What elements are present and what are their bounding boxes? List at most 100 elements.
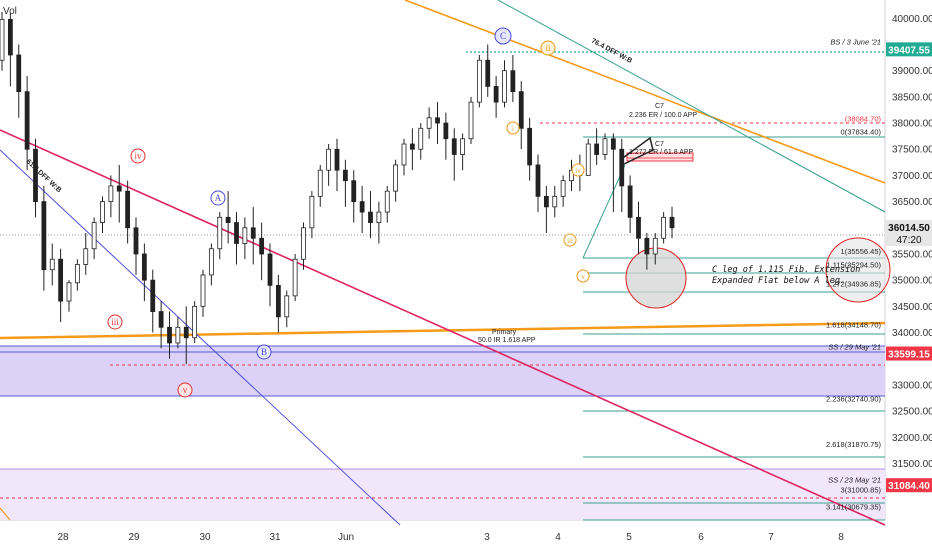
candle <box>376 201 382 244</box>
price-tick-label: 34000.00 <box>892 328 932 339</box>
candle <box>74 259 80 291</box>
candle <box>326 144 332 186</box>
candle <box>309 191 315 239</box>
level-label: 1.618(34148.70) <box>826 321 882 330</box>
candle-body <box>560 180 566 197</box>
candle <box>141 243 147 302</box>
candle <box>334 138 340 192</box>
svg-text:iv: iv <box>575 167 581 175</box>
candle <box>242 217 248 260</box>
time-tick-label: 28 <box>57 532 69 543</box>
time-tick-label: Jun <box>338 532 354 543</box>
candle-body <box>334 148 340 171</box>
candle <box>384 185 390 223</box>
candle-body <box>602 138 608 155</box>
candle-body <box>543 195 549 208</box>
wave-label: i <box>506 121 520 135</box>
svg-text:A: A <box>215 193 222 203</box>
candle <box>502 60 507 108</box>
support-zone-23-may <box>0 469 885 520</box>
candle-body <box>594 143 600 155</box>
candle <box>443 112 449 160</box>
target-circle-right <box>825 237 891 303</box>
candle-body <box>133 227 139 255</box>
trendline-orange-corner <box>0 507 11 521</box>
candle <box>652 233 658 265</box>
svg-text:i: i <box>512 125 514 133</box>
candle <box>627 175 633 234</box>
price-tick-label: 38500.00 <box>892 92 932 103</box>
trendline-blue-lower <box>0 149 401 526</box>
candle-body <box>435 117 440 124</box>
level-label: 2.236(32740.90) <box>826 394 882 403</box>
price-tick-label: 35500.00 <box>892 249 932 260</box>
time-tick-label: 3 <box>484 532 490 543</box>
candle <box>317 164 323 207</box>
candle <box>669 206 675 239</box>
wave-label: v <box>576 269 590 283</box>
candle-body <box>309 195 315 229</box>
candle <box>292 253 298 302</box>
candle-body <box>510 70 516 93</box>
candle <box>116 164 122 223</box>
time-tick-label: 5 <box>626 532 632 543</box>
svg-text:iii: iii <box>567 237 573 245</box>
candle-body <box>192 305 198 339</box>
note-line-2: Expanded Flat below A leg. <box>712 276 845 286</box>
candle <box>33 138 38 218</box>
candle-body <box>661 216 667 239</box>
candle-body <box>16 54 22 93</box>
candle <box>275 274 281 333</box>
symbol-label: Vol <box>3 6 17 17</box>
candle <box>661 212 667 244</box>
price-tick-label: 35000.00 <box>892 276 932 287</box>
candle <box>510 54 516 103</box>
candle <box>49 243 55 286</box>
candle <box>409 128 415 171</box>
level-label: 3(31000.85) <box>841 486 882 495</box>
candle-body <box>393 164 399 192</box>
candle-body <box>158 311 164 328</box>
time-tick-label: 6 <box>698 532 704 543</box>
candle-body <box>376 211 382 223</box>
candle <box>7 13 13 87</box>
candle <box>543 185 549 234</box>
target-circle-left <box>625 247 687 309</box>
candle <box>451 128 457 181</box>
time-tick-label: 8 <box>838 532 844 543</box>
candle-body <box>284 295 290 318</box>
candle-body <box>468 101 474 140</box>
candle-body <box>569 169 574 182</box>
candle-body <box>326 148 332 171</box>
svg-text:36014.50: 36014.50 <box>888 223 930 234</box>
candle <box>250 206 256 265</box>
time-axis-ticks: 28 29 30 31 Jun 3 4 5 6 7 8 <box>57 532 844 543</box>
candle-body <box>250 227 256 239</box>
candle-body <box>409 143 415 150</box>
candle-body <box>225 216 231 223</box>
candle <box>158 301 164 349</box>
svg-text:v: v <box>183 385 188 395</box>
candle <box>594 128 600 165</box>
candle <box>225 191 231 244</box>
svg-text:iii: iii <box>111 317 119 327</box>
svg-text:v: v <box>581 273 585 281</box>
candle-body <box>275 284 281 318</box>
candle-body <box>208 248 214 276</box>
candle <box>342 159 348 207</box>
candle-body <box>292 258 298 297</box>
candle <box>476 54 482 108</box>
candlestick-series <box>0 12 675 364</box>
candle-body <box>585 143 591 176</box>
svg-text:ii: ii <box>545 43 551 53</box>
candle <box>527 117 533 181</box>
price-badge: 33599.15 <box>886 346 932 361</box>
price-tick-label: 33000.00 <box>892 380 932 391</box>
wave-label: iii <box>107 314 123 330</box>
candle-body <box>493 86 499 103</box>
price-tick-label: 38000.00 <box>892 119 932 130</box>
wave-label: iv <box>130 148 146 164</box>
wave-label: A <box>210 190 226 206</box>
